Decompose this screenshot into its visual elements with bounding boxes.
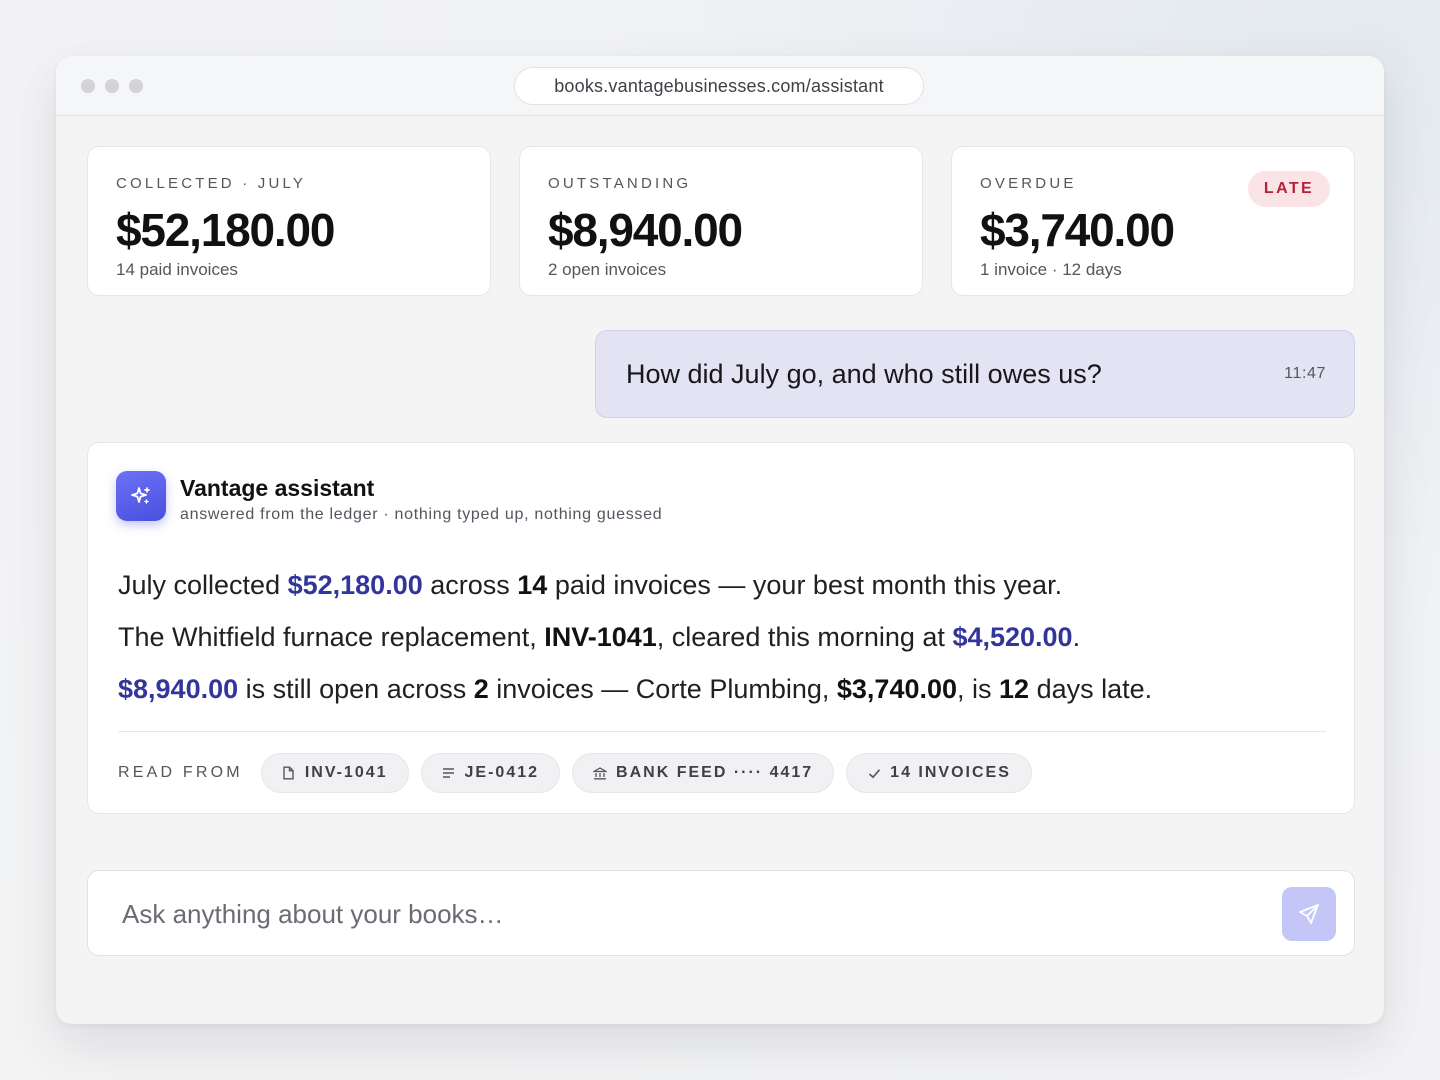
source-chip-bank-feed[interactable]: BANK FEED ···· 4417 [572,753,835,793]
read-from-label: READ FROM [118,764,243,781]
sources-row: READ FROM INV-1041 JE-0412 BANK FEED ···… [118,753,1044,793]
source-chip-label: 14 INVOICES [890,764,1011,781]
answer-line: $8,940.00 is still open across 2 invoice… [118,663,1326,715]
days-bold: 12 [999,674,1030,704]
amount-highlight: $4,520.00 [952,622,1073,652]
ask-input[interactable] [122,891,1242,937]
user-message-text: How did July go, and who still owes us? [626,358,1102,389]
assistant-avatar [116,471,166,521]
close-dot[interactable] [81,79,95,93]
source-chip-invoices[interactable]: 14 INVOICES [846,753,1032,793]
answer-line: July collected $52,180.00 across 14 paid… [118,559,1326,611]
sparkle-icon [131,487,150,504]
answer-text: days late. [1029,674,1153,704]
assistant-answer: July collected $52,180.00 across 14 paid… [118,559,1326,715]
assistant-subtitle: answered from the ledger · nothing typed… [180,506,663,523]
journal-lines-icon [442,766,456,780]
user-message-bubble: How did July go, and who still owes us? … [595,330,1355,418]
answer-text: , cleared this morning at [656,622,953,652]
check-icon [867,766,881,780]
count-bold: 14 [517,570,548,600]
answer-text: across [422,570,518,600]
answer-text: is still open across [238,674,474,704]
minimize-dot[interactable] [105,79,119,93]
stat-card-collected: COLLECTED · JULY $52,180.00 14 paid invo… [87,146,491,296]
answer-text: paid invoices — your best month this yea… [547,570,1063,600]
amount-highlight: $8,940.00 [118,674,239,704]
stat-value: $52,180.00 [116,204,335,256]
send-icon [1299,904,1319,924]
message-timestamp: 11:47 [1284,365,1326,382]
source-chip-label: JE-0412 [464,764,540,781]
document-icon [282,766,296,780]
divider [118,731,1326,732]
answer-text: The Whitfield furnace replacement, [118,622,545,652]
amount-highlight: $52,180.00 [287,570,423,600]
stat-subtext: 2 open invoices [548,260,667,279]
maximize-dot[interactable] [129,79,143,93]
window-controls [81,79,143,93]
source-chip-invoice[interactable]: INV-1041 [260,753,409,793]
assistant-name: Vantage assistant [180,475,375,501]
message-composer [87,870,1355,956]
stat-card-outstanding: OUTSTANDING $8,940.00 2 open invoices [519,146,923,296]
answer-text: , is [957,674,1000,704]
stat-label: COLLECTED · JULY [116,175,307,192]
title-bar: books.vantagebusinesses.com/assistant [56,56,1384,116]
answer-text: July collected [118,570,288,600]
answer-text: invoices — Corte Plumbing, [488,674,837,704]
browser-window: books.vantagebusinesses.com/assistant CO… [56,56,1384,1024]
answer-text: . [1072,622,1081,652]
answer-line: The Whitfield furnace replacement, INV-1… [118,611,1326,663]
send-button[interactable] [1282,887,1336,941]
source-chip-label: INV-1041 [304,764,388,781]
stat-label: OUTSTANDING [548,175,692,192]
amount-bold: $3,740.00 [836,674,958,704]
source-chip-label: BANK FEED ···· 4417 [616,764,814,781]
stat-subtext: 14 paid invoices [116,260,238,279]
address-bar[interactable]: books.vantagebusinesses.com/assistant [514,67,924,105]
late-badge: LATE [1248,171,1330,207]
invoice-reference: INV-1041 [544,622,657,652]
stat-value: $3,740.00 [980,204,1175,256]
stat-subtext: 1 invoice · 12 days [980,260,1122,279]
stat-value: $8,940.00 [548,204,743,256]
stat-card-overdue: OVERDUE LATE $3,740.00 1 invoice · 12 da… [951,146,1355,296]
source-chip-journal[interactable]: JE-0412 [420,753,561,793]
assistant-response-card: Vantage assistant answered from the ledg… [87,442,1355,814]
count-bold: 2 [473,674,489,704]
bank-icon [593,766,608,780]
stat-label: OVERDUE [980,175,1077,192]
